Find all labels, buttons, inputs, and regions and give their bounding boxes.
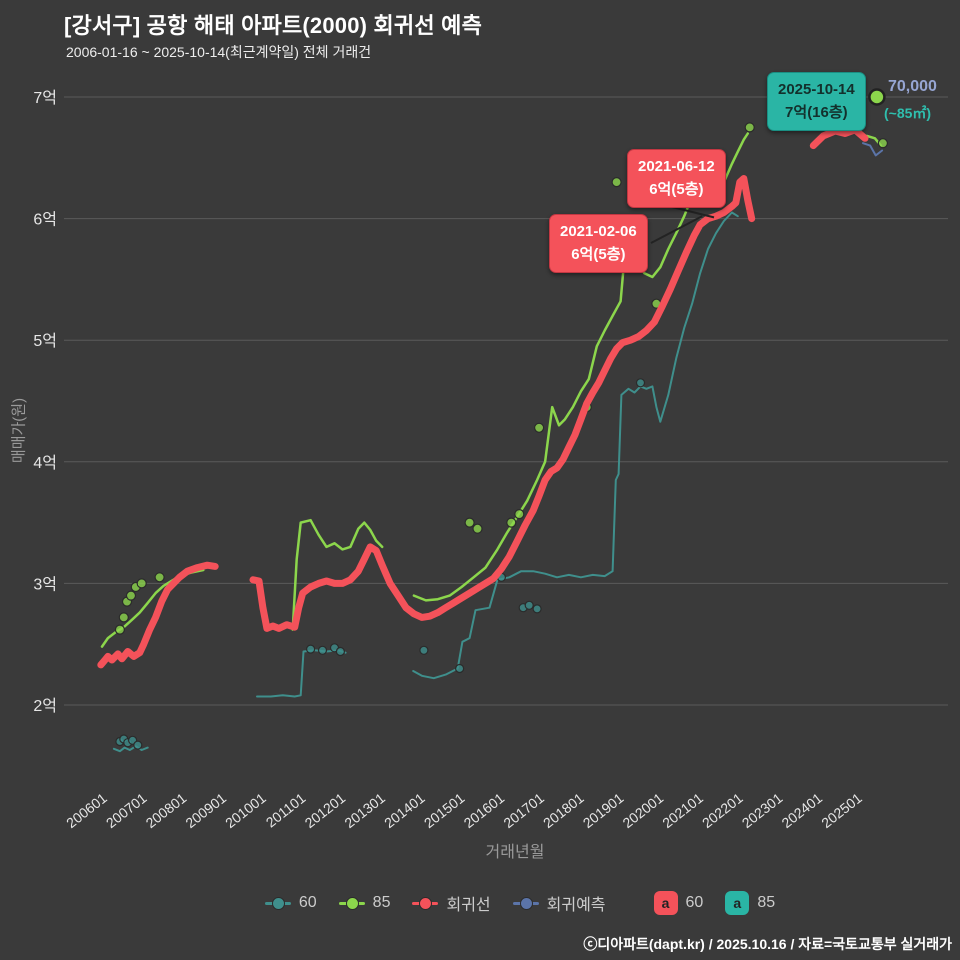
x-tick-label: 202101 bbox=[659, 790, 706, 832]
latest-point-marker[interactable] bbox=[868, 88, 886, 106]
page-subtitle: 2006-01-16 ~ 2025-10-14(최근계약일) 전체 거래건 bbox=[66, 44, 372, 60]
x-tick-label: 201201 bbox=[302, 790, 349, 832]
y-tick-label: 7억 bbox=[33, 89, 57, 107]
annotation-badge-icon: a bbox=[653, 891, 678, 915]
annotation-badge-icon: a bbox=[725, 891, 750, 915]
annotation-2021-02-06: 2021-02-06 6억(5층) bbox=[549, 214, 648, 273]
x-tick-label: 201601 bbox=[461, 790, 508, 832]
page-title: [강서구] 공항 해태 아파트(2000) 회귀선 예측 bbox=[64, 13, 483, 38]
series-60-dot[interactable] bbox=[306, 644, 316, 654]
annotation-price: 6억(5층) bbox=[571, 246, 626, 264]
series-85-dot[interactable] bbox=[154, 572, 165, 583]
y-tick-label: 5억 bbox=[33, 332, 57, 350]
series-60-dot[interactable] bbox=[635, 378, 646, 388]
legend-item-prediction[interactable]: 회귀예측 bbox=[512, 891, 606, 915]
series-60-dot[interactable] bbox=[317, 645, 328, 655]
legend-annotation-toggle-60[interactable]: a 60 bbox=[653, 891, 704, 915]
series-60-dot[interactable] bbox=[335, 646, 345, 657]
annotation-2021-06-12: 2021-06-12 6억(5층) bbox=[627, 149, 726, 208]
series-60-line[interactable] bbox=[412, 211, 739, 680]
series-60-line[interactable] bbox=[112, 745, 149, 753]
y-axis-title: 매매가(원) bbox=[10, 397, 28, 464]
x-tick-label: 202301 bbox=[739, 790, 786, 832]
annotation-2025-10-14: 2025-10-14 7억(16층) bbox=[767, 72, 866, 131]
series-85-dot[interactable] bbox=[533, 422, 545, 433]
series-85-dot[interactable] bbox=[118, 612, 129, 623]
series-60-dot[interactable] bbox=[419, 645, 429, 655]
x-tick-label: 200701 bbox=[103, 790, 150, 832]
x-tick-label: 202401 bbox=[779, 790, 826, 832]
legend-label: 회귀예측 bbox=[546, 897, 606, 914]
y-tick-label: 3억 bbox=[33, 575, 57, 593]
legend-label: 회귀선 bbox=[446, 897, 491, 914]
annotation-connector bbox=[667, 205, 715, 219]
annotation-price: 7억(16층) bbox=[785, 104, 848, 122]
series-회귀예측-line[interactable] bbox=[862, 142, 884, 157]
y-tick-label: 6억 bbox=[33, 211, 57, 229]
x-tick-label: 202501 bbox=[818, 790, 865, 832]
y-tick-label: 4억 bbox=[33, 454, 57, 472]
latest-price-value: 70,000 bbox=[888, 78, 937, 95]
series-85-line[interactable] bbox=[291, 518, 384, 631]
legend-label: 85 bbox=[757, 894, 776, 911]
annotation-date: 2021-06-12 bbox=[638, 158, 715, 175]
series-60-line[interactable] bbox=[256, 649, 347, 698]
legend-swatch-regression-icon bbox=[412, 896, 439, 911]
legend-label: 85 bbox=[372, 894, 391, 911]
series-85-line[interactable] bbox=[100, 568, 205, 648]
legend-annotation-toggle-85[interactable]: a 85 bbox=[725, 891, 775, 915]
legend-label: 60 bbox=[298, 894, 317, 911]
annotation-price: 6억(5층) bbox=[649, 181, 704, 199]
series-60-dot[interactable] bbox=[532, 604, 542, 614]
series-85-dot[interactable] bbox=[744, 122, 755, 133]
legend-item-85[interactable]: 85 bbox=[338, 894, 391, 912]
series-85-dot[interactable] bbox=[114, 624, 126, 635]
series-85-dot[interactable] bbox=[506, 517, 517, 528]
series-회귀선-line[interactable] bbox=[809, 126, 869, 150]
legend-swatch-85-icon bbox=[338, 896, 365, 911]
series-회귀선-line[interactable] bbox=[249, 175, 756, 632]
series-60-dot[interactable] bbox=[455, 663, 465, 674]
x-axis-title: 거래년월 bbox=[485, 844, 545, 861]
x-tick-label: 201401 bbox=[381, 790, 428, 832]
series-85-dot[interactable] bbox=[472, 523, 483, 534]
x-tick-label: 201301 bbox=[341, 790, 388, 832]
x-tick-label: 201901 bbox=[580, 790, 627, 832]
series-60-dot[interactable] bbox=[524, 600, 534, 610]
legend-item-regression[interactable]: 회귀선 bbox=[412, 891, 491, 915]
annotation-connector bbox=[650, 215, 703, 244]
annotation-date: 2021-02-06 bbox=[560, 223, 637, 240]
legend-swatch-60-icon bbox=[264, 896, 291, 911]
series-60-dot[interactable] bbox=[133, 740, 143, 750]
x-tick-label: 201801 bbox=[540, 790, 587, 832]
series-85-dot[interactable] bbox=[136, 578, 147, 589]
x-tick-label: 201701 bbox=[500, 790, 547, 832]
legend-item-60[interactable]: 60 bbox=[264, 894, 317, 912]
series-85-dot[interactable] bbox=[877, 138, 889, 149]
y-tick-label: 2억 bbox=[33, 697, 57, 715]
series-85-dot[interactable] bbox=[611, 177, 622, 188]
x-tick-label: 200901 bbox=[182, 790, 229, 832]
annotation-date: 2025-10-14 bbox=[778, 81, 855, 98]
x-tick-label: 200601 bbox=[63, 790, 110, 832]
legend-label: 60 bbox=[685, 894, 704, 911]
x-tick-label: 200801 bbox=[143, 790, 190, 832]
footer-credit: ⓒ디아파트(dapt.kr) / 2025.10.16 / 자료=국토교통부 실… bbox=[583, 936, 952, 952]
x-tick-label: 202201 bbox=[699, 790, 746, 832]
x-tick-label: 201501 bbox=[421, 790, 468, 832]
legend-swatch-prediction-icon bbox=[512, 896, 539, 911]
series-85-dot[interactable] bbox=[464, 517, 475, 528]
legend: 60 85 회귀선 회귀예측 a 60 a 85 bbox=[80, 891, 960, 915]
x-tick-label: 201101 bbox=[263, 790, 309, 831]
series-85-dot[interactable] bbox=[125, 590, 137, 601]
latest-area-label: (~85㎡) bbox=[884, 105, 932, 121]
series-회귀선-line[interactable] bbox=[97, 561, 219, 669]
x-tick-label: 201001 bbox=[222, 790, 269, 832]
series-85-dot[interactable] bbox=[514, 508, 525, 520]
x-tick-label: 202001 bbox=[620, 790, 667, 832]
